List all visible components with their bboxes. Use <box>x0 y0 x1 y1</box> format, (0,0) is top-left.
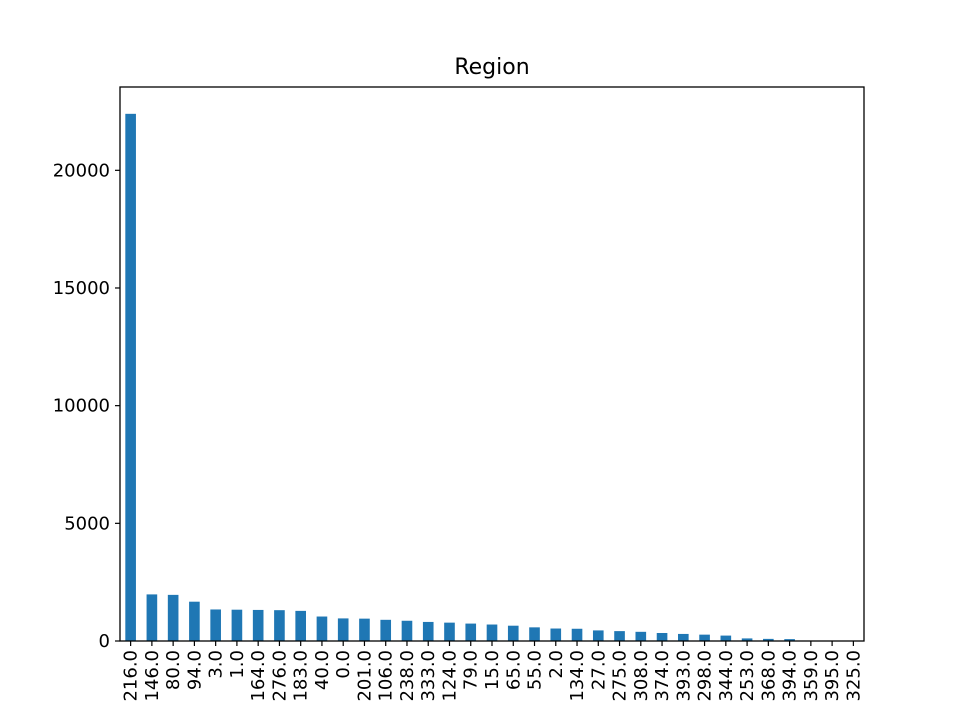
x-tick-label: 106.0 <box>376 650 397 702</box>
y-tick-label: 20000 <box>53 160 110 181</box>
bar-80.0 <box>168 595 179 641</box>
chart-title: Region <box>454 55 529 80</box>
bar-344.0 <box>721 636 732 641</box>
y-axis: 0 5000 10000 15000 20000 <box>53 160 120 652</box>
x-tick-label: 359.0 <box>801 650 822 702</box>
x-tick-label: 368.0 <box>758 650 779 702</box>
x-tick-label: 27.0 <box>588 650 609 690</box>
plot-frame <box>120 87 864 641</box>
x-tick-label: 395.0 <box>822 650 843 702</box>
bar-146.0 <box>147 594 158 641</box>
bar-55.0 <box>529 627 540 641</box>
x-tick-label: 276.0 <box>269 650 290 702</box>
bar-3.0 <box>210 609 221 641</box>
x-tick-label: 79.0 <box>461 650 482 690</box>
y-tick-label: 15000 <box>53 278 110 299</box>
x-tick-label: 308.0 <box>631 650 652 702</box>
bar-65.0 <box>508 626 519 641</box>
bar-0.0 <box>338 618 349 641</box>
x-tick-label: 0.0 <box>333 650 354 679</box>
bar-106.0 <box>380 620 391 641</box>
y-tick-label: 0 <box>99 631 110 652</box>
bar-40.0 <box>317 617 328 641</box>
bar-2.0 <box>550 629 561 641</box>
bar-298.0 <box>699 635 710 641</box>
x-tick-label: 393.0 <box>673 650 694 702</box>
y-tick-label: 5000 <box>64 513 110 534</box>
x-tick-label: 2.0 <box>546 650 567 679</box>
bar-393.0 <box>678 634 689 641</box>
x-tick-label: 183.0 <box>291 650 312 702</box>
bar-276.0 <box>274 610 285 641</box>
bars-group <box>125 114 858 641</box>
bar-275.0 <box>614 631 625 641</box>
x-tick-label: 55.0 <box>525 650 546 690</box>
x-tick-label: 80.0 <box>163 650 184 690</box>
y-tick-label: 10000 <box>53 396 110 417</box>
x-tick-label: 344.0 <box>716 650 737 702</box>
x-tick-label: 216.0 <box>121 650 142 702</box>
bar-94.0 <box>189 602 200 641</box>
x-tick-label: 333.0 <box>418 650 439 702</box>
x-tick-label: 65.0 <box>503 650 524 690</box>
x-tick-label: 3.0 <box>206 650 227 679</box>
bar-79.0 <box>465 624 476 641</box>
bar-333.0 <box>423 622 434 641</box>
x-tick-label: 94.0 <box>184 650 205 690</box>
x-tick-label: 134.0 <box>567 650 588 702</box>
x-tick-label: 394.0 <box>780 650 801 702</box>
x-tick-label: 374.0 <box>652 650 673 702</box>
x-tick-label: 124.0 <box>439 650 460 702</box>
x-tick-label: 253.0 <box>737 650 758 702</box>
x-tick-label: 298.0 <box>695 650 716 702</box>
bar-134.0 <box>572 629 583 641</box>
x-tick-label: 146.0 <box>142 650 163 702</box>
bar-1.0 <box>232 610 243 641</box>
x-tick-label: 275.0 <box>610 650 631 702</box>
bar-238.0 <box>402 621 413 641</box>
x-tick-label: 201.0 <box>354 650 375 702</box>
x-tick-label: 40.0 <box>312 650 333 690</box>
bar-183.0 <box>295 611 306 641</box>
x-tick-label: 164.0 <box>248 650 269 702</box>
bar-308.0 <box>635 632 646 641</box>
x-tick-label: 1.0 <box>227 650 248 679</box>
bar-216.0 <box>125 114 136 641</box>
bar-201.0 <box>359 619 370 641</box>
x-tick-label: 238.0 <box>397 650 418 702</box>
x-tick-label: 15.0 <box>482 650 503 690</box>
bar-374.0 <box>657 633 668 641</box>
bar-15.0 <box>487 625 498 641</box>
bar-27.0 <box>593 630 604 641</box>
bar-164.0 <box>253 610 264 641</box>
bar-124.0 <box>444 623 455 641</box>
x-tick-label: 325.0 <box>843 650 864 702</box>
